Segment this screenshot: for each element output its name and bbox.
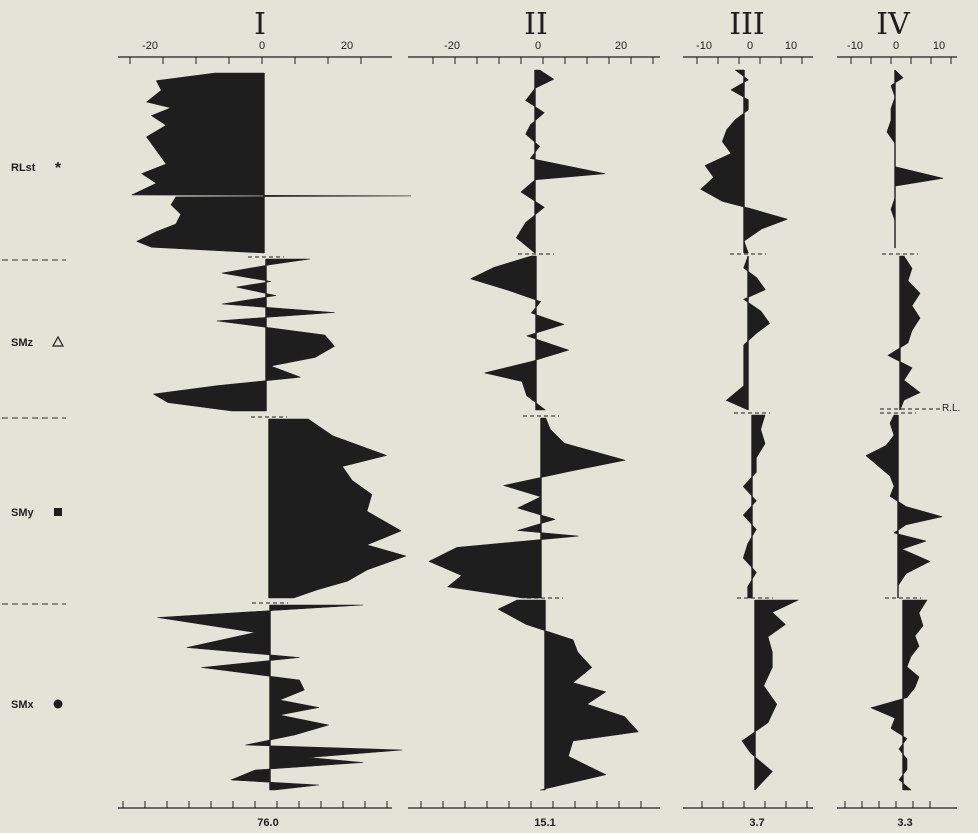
panel-1: I -20 0 20 76.0 [118,7,412,829]
tick-label: -20 [444,40,460,52]
panel-2: II -20 0 20 15.1 [408,7,660,829]
tick-label: -10 [847,40,863,52]
square-icon [54,508,62,516]
tick-label: 20 [615,40,627,52]
circle-icon [53,699,63,709]
bottom-scale-label: 76.0 [257,817,278,829]
profile-segment [157,604,403,791]
profile-segment [153,258,335,412]
row-label: SMz [11,337,34,349]
panel-title: II [524,7,548,42]
profile-segment [470,255,569,411]
profile-segment [428,417,626,599]
triangle-icon [51,335,65,347]
tick-label: 0 [893,40,899,52]
profile-segment [865,414,943,599]
tick-label: 20 [341,40,353,52]
profile-segment [498,599,639,791]
row-label: SMy [11,507,35,519]
profile-segment [743,414,766,599]
panel-title: IV [876,7,911,42]
row-labels: RLst * SMz SMy SMx [11,160,65,711]
tick-label: 0 [535,40,541,52]
asterisk-icon: * [55,160,62,177]
tick-label: 10 [933,40,945,52]
bottom-scale-label: 3.7 [749,817,764,829]
tick-label: -10 [696,40,712,52]
profile-segment [741,599,799,791]
tick-label: 0 [259,40,265,52]
chart-panels: I -20 0 20 76.0 II -20 0 20 15.1 III -10 0 10 3.7 IV -10… [118,7,960,829]
row-dividers [2,259,66,605]
profile-segment [131,72,412,254]
profile-segment [268,418,407,599]
row-label: RLst [11,162,36,174]
tick-label: 10 [785,40,797,52]
profile-segment [887,255,921,411]
bottom-scale-label: 3.3 [897,817,912,829]
bottom-scale-label: 15.1 [534,817,555,829]
panel-title: I [254,7,266,42]
reference-label: R.L. [942,403,960,414]
tick-label: 0 [747,40,753,52]
tick-label: -20 [142,40,158,52]
row-label: SMx [11,699,35,711]
panel-title: III [729,7,765,42]
panel-3: III -10 0 10 3.7 [683,7,813,829]
panel-4: IV -10 0 10 3.3 [837,7,957,829]
